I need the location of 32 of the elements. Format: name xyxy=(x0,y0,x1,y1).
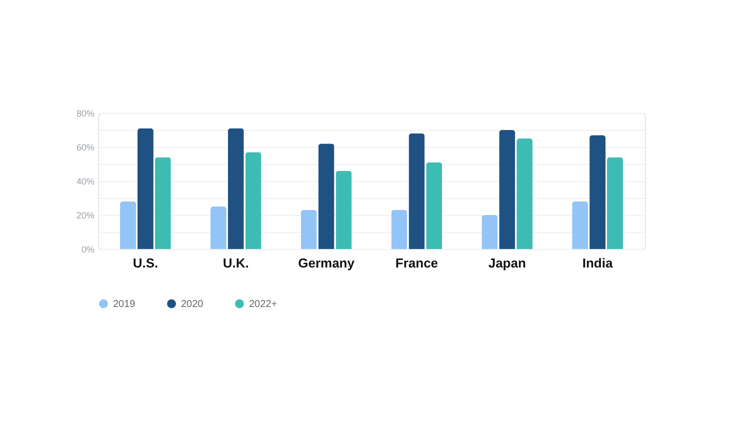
bar xyxy=(391,210,408,249)
x-tick-label: India xyxy=(582,256,614,270)
bar xyxy=(120,201,136,249)
bar xyxy=(606,157,623,249)
legend-label: 2020 xyxy=(181,298,204,310)
y-tick-label: 60% xyxy=(76,142,94,152)
legend-label: 2019 xyxy=(113,298,136,310)
bar xyxy=(300,210,317,249)
y-tick-label: 0% xyxy=(81,244,94,254)
bar xyxy=(228,128,244,249)
y-tick-label: 80% xyxy=(76,108,94,118)
bar xyxy=(137,128,154,249)
y-tick-label: 40% xyxy=(76,176,94,186)
bar xyxy=(154,157,171,249)
bar xyxy=(318,144,334,249)
bar xyxy=(590,135,606,249)
bar xyxy=(336,170,352,249)
bar xyxy=(572,201,588,249)
x-tick-label: France xyxy=(395,256,438,270)
x-tick-label: Germany xyxy=(298,256,356,270)
bar xyxy=(210,206,226,249)
x-tick-label: U.S. xyxy=(132,256,158,270)
bar xyxy=(499,130,516,249)
bar xyxy=(245,152,262,249)
x-tick-label: U.K. xyxy=(222,256,249,270)
bar xyxy=(408,133,425,249)
bar xyxy=(426,162,442,249)
bar xyxy=(516,138,533,249)
x-tick-label: Japan xyxy=(488,256,526,270)
y-tick-label: 20% xyxy=(76,210,94,220)
legend-label: 2022+ xyxy=(249,298,278,310)
bar xyxy=(482,215,498,249)
